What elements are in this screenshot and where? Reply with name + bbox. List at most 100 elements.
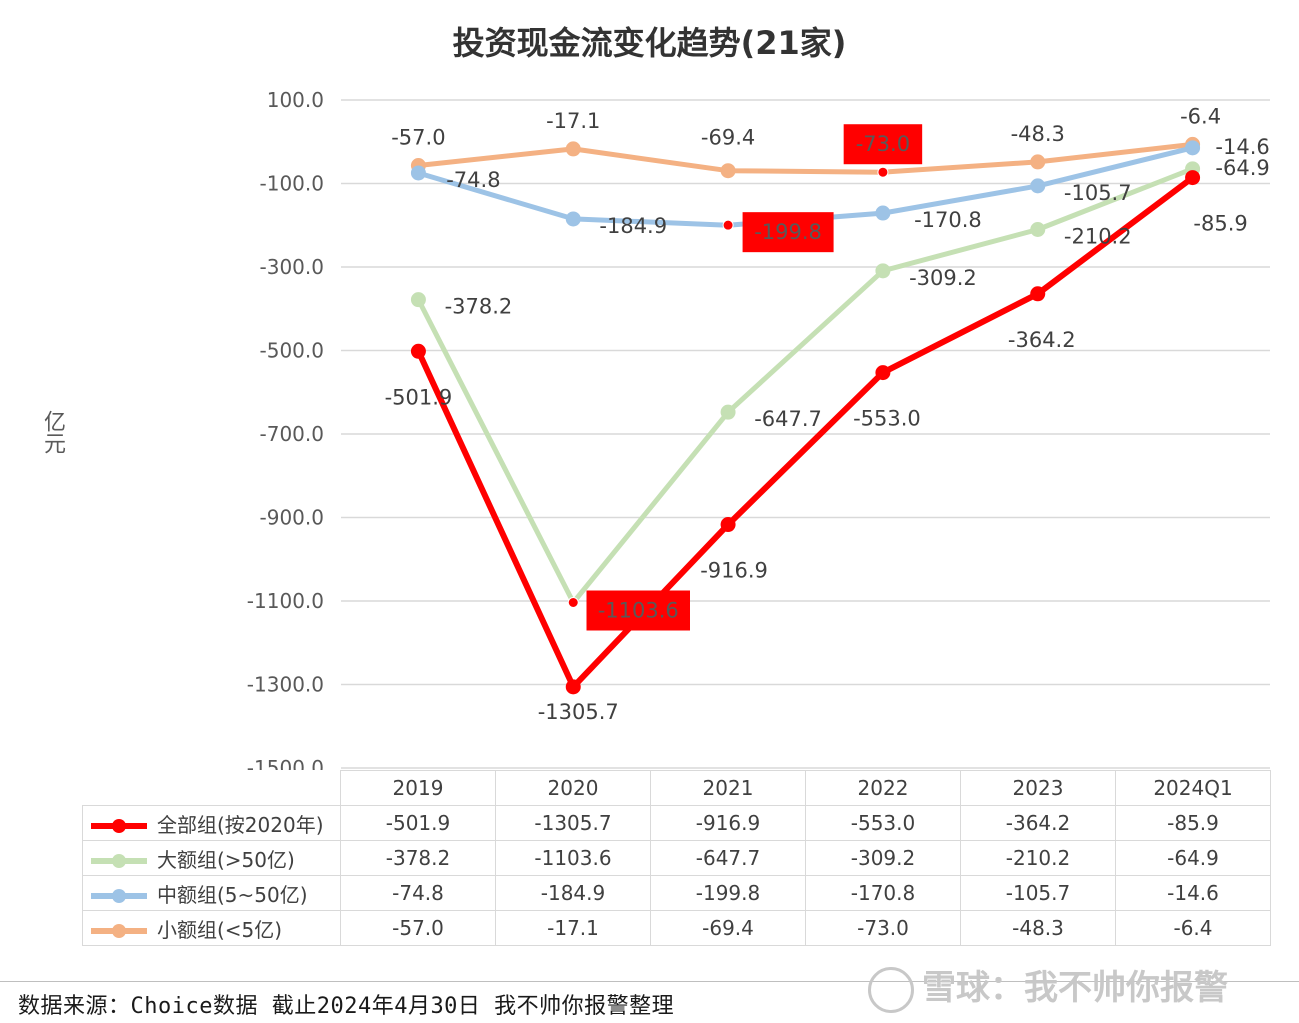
- data-label: -57.0: [391, 126, 445, 150]
- series-points: [410, 136, 1201, 695]
- table-header-row: 2019 2020 2021 2022 2023 2024Q1: [82, 770, 1271, 806]
- y-tick-label: -700.0: [260, 422, 324, 446]
- snowball-logo-icon: [868, 966, 914, 1013]
- table-cell: -916.9: [650, 805, 806, 841]
- data-point: [565, 679, 581, 695]
- data-label: -17.1: [546, 109, 600, 133]
- legend-marker-icon: [91, 854, 147, 868]
- table-cell: -17.1: [495, 910, 651, 946]
- table-cell: -364.2: [960, 805, 1116, 841]
- data-labels: -501.9 -1305.7 -916.9 -553.0 -364.2 -85.9 -378…: [385, 104, 1270, 723]
- data-label: -199.8: [754, 220, 822, 244]
- y-tick-label: -1100.0: [247, 589, 324, 613]
- highlight-box: [742, 212, 834, 253]
- table-cell: -74.8: [340, 875, 496, 911]
- legend-marker-icon: [91, 924, 147, 938]
- table-cell: -73.0: [805, 910, 961, 946]
- data-point: [565, 141, 581, 157]
- legend-label: 大额组(>50亿): [157, 847, 295, 872]
- y-axis-unit-label: 亿元: [40, 410, 65, 454]
- data-label: -916.9: [700, 559, 768, 583]
- table-cell: -647.7: [650, 840, 806, 876]
- table-cell: -199.8: [650, 875, 806, 911]
- data-label: -69.4: [701, 126, 755, 150]
- data-point: [1030, 286, 1046, 302]
- series-line: [416, 166, 1194, 605]
- legend-label: 小额组(<5亿): [157, 917, 283, 942]
- table-header-cell: 2021: [650, 770, 806, 806]
- data-label: -309.2: [909, 266, 977, 290]
- data-point: [565, 211, 581, 227]
- legend-entry: 全部组(按2020年): [82, 805, 341, 841]
- table-cell: -553.0: [805, 805, 961, 841]
- data-label: -1103.6: [598, 599, 679, 623]
- y-tick-label: -100.0: [260, 172, 324, 196]
- data-label: -105.7: [1064, 181, 1132, 205]
- data-point: [720, 163, 736, 179]
- data-point: [720, 517, 736, 533]
- data-label: -647.7: [754, 407, 822, 431]
- data-label: -64.9: [1215, 156, 1269, 180]
- y-tick-label: -300.0: [260, 255, 324, 279]
- data-label: -85.9: [1193, 212, 1247, 236]
- highlight-box: [843, 124, 923, 165]
- legend-marker-icon: [91, 889, 147, 903]
- y-tick-labels: 100.0 -100.0 -300.0 -500.0 -700.0 -900.0 -1100…: [247, 88, 324, 770]
- data-point: [720, 404, 736, 420]
- data-point: [875, 365, 891, 381]
- table-cell: -170.8: [805, 875, 961, 911]
- data-point: [410, 292, 426, 308]
- data-label: -184.9: [599, 214, 667, 238]
- legend-dot: [112, 889, 126, 903]
- y-tick-label: -1500.0: [247, 756, 324, 770]
- data-label: -74.8: [446, 168, 500, 192]
- table-row: 全部组(按2020年) -501.9 -1305.7 -916.9 -553.0 -364…: [82, 805, 1271, 841]
- data-label: -553.0: [853, 407, 921, 431]
- data-point: [1030, 178, 1046, 194]
- data-label: -1305.7: [538, 700, 619, 724]
- watermark: 雪球：我不帅你报警: [868, 960, 1228, 1013]
- data-point: [1185, 140, 1201, 156]
- data-point: [875, 205, 891, 221]
- table-cell: -378.2: [340, 840, 496, 876]
- data-point: [410, 343, 426, 359]
- legend-entry: 中额组(5~50亿): [82, 875, 341, 911]
- table-cell: -1305.7: [495, 805, 651, 841]
- table-cell: -64.9: [1115, 840, 1271, 876]
- table-cell: -210.2: [960, 840, 1116, 876]
- highlight-box: [586, 590, 690, 631]
- table-cell: -184.9: [495, 875, 651, 911]
- data-point: [1185, 170, 1201, 186]
- data-label: -364.2: [1008, 328, 1076, 352]
- data-label: -48.3: [1011, 122, 1065, 146]
- chart-title: 投资现金流变化趋势(21家): [452, 24, 847, 62]
- data-label: -73.0: [856, 132, 910, 156]
- table-cell: -6.4: [1115, 910, 1271, 946]
- table-cell: -14.6: [1115, 875, 1271, 911]
- y-tick-label: 100.0: [267, 88, 324, 112]
- legend-dot: [112, 854, 126, 868]
- data-point: [1030, 154, 1046, 170]
- legend-dot: [112, 924, 126, 938]
- footer-divider: [0, 981, 1299, 982]
- data-label: -501.9: [385, 385, 453, 409]
- data-point: [722, 219, 734, 231]
- data-label: -210.2: [1064, 225, 1132, 249]
- data-point: [1030, 222, 1046, 238]
- legend-entry: 大额组(>50亿): [82, 840, 341, 876]
- data-label: -6.4: [1180, 104, 1221, 128]
- line-chart: 100.0 -100.0 -300.0 -500.0 -700.0 -900.0 -1100…: [247, 88, 1270, 770]
- table-header-cell: 2022: [805, 770, 961, 806]
- series-line: [415, 175, 1195, 690]
- table-row: 中额组(5~50亿) -74.8 -184.9 -199.8 -170.8 -105.7-…: [82, 875, 1271, 911]
- table-cell: -501.9: [340, 805, 496, 841]
- table-header-cell: 2020: [495, 770, 651, 806]
- table-cell: -69.4: [650, 910, 806, 946]
- legend-label: 中额组(5~50亿): [157, 882, 308, 907]
- table-header-cell: 2023: [960, 770, 1116, 806]
- series-line: [418, 141, 1193, 175]
- data-point: [567, 597, 579, 609]
- y-tick-label: -900.0: [260, 506, 324, 530]
- data-label: -14.6: [1215, 135, 1269, 159]
- legend-marker-icon: [91, 819, 147, 833]
